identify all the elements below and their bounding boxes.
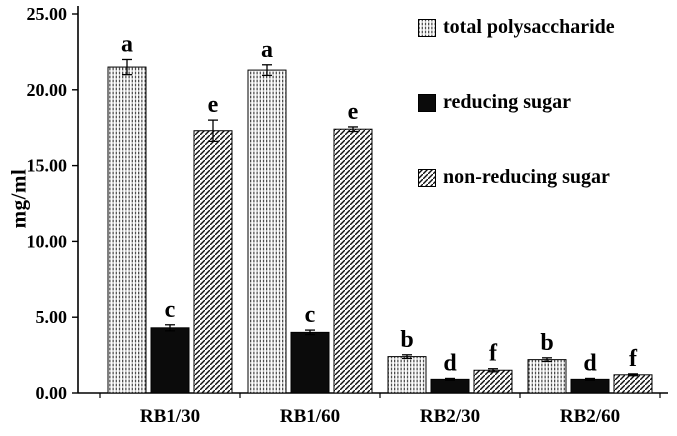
bar-diagonal-hatch	[193, 130, 233, 394]
x-category-label: RB1/60	[280, 406, 340, 427]
legend-label: non-reducing sugar	[443, 166, 610, 188]
significance-letter: d	[443, 350, 457, 376]
bar-vertical-stripes	[387, 356, 427, 394]
y-axis-title: mg/ml	[6, 168, 31, 229]
significance-letter: e	[208, 92, 219, 118]
legend-item-reducing-sugar: reducing sugar	[418, 91, 615, 114]
significance-letter: f	[629, 346, 638, 372]
significance-letter: b	[400, 327, 413, 353]
significance-letter: c	[305, 302, 316, 328]
significance-letter: f	[489, 341, 498, 367]
significance-letter: e	[348, 99, 359, 125]
y-tick-label: 15.00	[27, 156, 68, 176]
bar-solid-black	[290, 331, 330, 394]
bar-vertical-stripes	[527, 359, 567, 394]
x-category-label: RB2/60	[560, 406, 620, 427]
bar-diagonal-hatch	[473, 369, 513, 394]
y-tick-label: 10.00	[27, 231, 68, 251]
bar-diagonal-hatch	[333, 128, 373, 394]
x-category-label: RB1/30	[140, 406, 200, 427]
bar-vertical-stripes	[107, 66, 147, 394]
legend: total polysaccharide reducing sugar non-…	[418, 16, 615, 189]
bar-solid-black	[430, 378, 470, 394]
legend-label: total polysaccharide	[443, 16, 615, 38]
significance-letter: b	[540, 330, 553, 356]
significance-letter: d	[583, 350, 597, 376]
solid-black-swatch-icon	[418, 93, 436, 112]
y-tick-label: 5.00	[36, 307, 68, 327]
y-tick-label: 0.00	[36, 383, 68, 403]
bar-solid-black	[570, 378, 610, 394]
diagonal-hatch-swatch-icon	[418, 168, 436, 187]
legend-item-total-polysaccharide: total polysaccharide	[418, 16, 615, 39]
x-category-label: RB2/30	[420, 406, 480, 427]
bar-solid-black	[150, 327, 190, 394]
y-tick-label: 25.00	[27, 4, 68, 24]
legend-label: reducing sugar	[443, 91, 571, 113]
bar-vertical-stripes	[247, 69, 287, 394]
significance-letter: a	[121, 31, 133, 57]
significance-letter: c	[165, 297, 176, 323]
vertical-stripes-swatch-icon	[418, 18, 436, 37]
legend-item-non-reducing-sugar: non-reducing sugar	[418, 166, 615, 189]
significance-letter: a	[261, 37, 273, 63]
bar-diagonal-hatch	[613, 374, 653, 394]
y-tick-label: 20.00	[27, 80, 68, 100]
